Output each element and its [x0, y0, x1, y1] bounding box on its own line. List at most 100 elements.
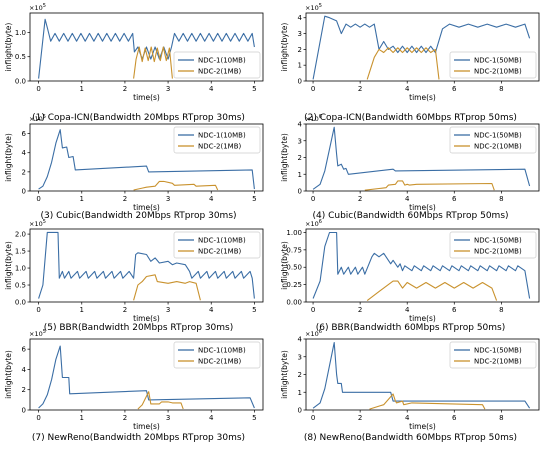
axis-exponent: ×105 [29, 329, 46, 338]
legend-label: NDC-2(1MB) [198, 68, 242, 76]
y-tick-label: 2 [22, 386, 26, 394]
x-tick-label: 4 [209, 414, 214, 422]
exponent-power: 5 [319, 3, 322, 9]
y-tick-label: 0.50 [286, 264, 302, 272]
x-tick-label: 2 [123, 414, 127, 422]
axis-exponent: ×105 [29, 114, 46, 123]
legend: NDC-1(50MB) NDC-2(10MB) [449, 341, 537, 369]
chart-panel-8: 0 2 4 6 801234time(s)inflight(byte)×106NDC-1… [280, 329, 540, 443]
x-tick-label: 3 [166, 195, 170, 203]
x-tick-label: 1 [80, 85, 84, 93]
x-tick-label: 0 [311, 306, 315, 314]
x-tick-label: 6 [452, 195, 457, 203]
axis-exponent: ×106 [305, 329, 322, 338]
legend-box [449, 126, 537, 154]
legend-label: NDC-1(50MB) [474, 132, 522, 140]
chart-panel-4: 0 2 4 6 801234time(s)inflight(byte)×106NDC-1… [280, 114, 540, 221]
x-axis-label: time(s) [133, 93, 160, 102]
legend-box [173, 51, 261, 79]
series-group [38, 129, 255, 191]
x-tick-label: 0 [36, 85, 40, 93]
legend-box [449, 51, 537, 79]
series-line-ndc1 [38, 129, 255, 190]
chart-panel-2: 0 2 4 6 801234time(s)inflight(byte)×105NDC-1… [280, 3, 540, 123]
legend: NDC-1(10MB) NDC-2(1MB) [173, 51, 261, 79]
axes-frame [29, 12, 264, 82]
legend-box [173, 341, 261, 369]
x-axis-label: time(s) [409, 422, 436, 431]
x-tick-label: 4 [405, 414, 410, 422]
x-axis-label: time(s) [409, 203, 436, 212]
exponent-base: ×10 [305, 220, 319, 228]
y-tick-label: 2.0 [15, 231, 26, 239]
exponent-power: 5 [43, 329, 46, 335]
y-axis-label: inflight(byte) [280, 133, 289, 182]
series-line-ndc1 [38, 231, 255, 299]
panel-caption: (4) Cubic(Bandwidth 60Mbps RTprop 50ms) [312, 211, 508, 221]
x-tick-label: 2 [123, 306, 127, 314]
y-tick-label: 0 [298, 78, 302, 86]
exponent-power: 6 [319, 329, 322, 335]
x-tick-label: 0 [311, 85, 315, 93]
exponent-base: ×10 [29, 220, 43, 228]
legend: NDC-1(10MB) NDC-2(1MB) [173, 126, 261, 154]
legend-label: NDC-1(10MB) [198, 132, 246, 140]
x-tick-label: 2 [358, 306, 362, 314]
series-group [312, 342, 531, 410]
x-tick-label: 4 [209, 195, 214, 203]
x-tick-label: 5 [252, 195, 256, 203]
legend-box [449, 231, 537, 259]
series-group [312, 126, 531, 191]
axes-frame [29, 338, 264, 411]
legend: NDC-1(50MB) NDC-2(10MB) [449, 126, 537, 154]
legend-box [173, 231, 261, 259]
x-tick-label: 2 [358, 85, 362, 93]
y-tick-label: 0 [298, 188, 302, 196]
x-tick-label: 0 [36, 414, 40, 422]
x-tick-label: 2 [123, 195, 127, 203]
legend: NDC-1(10MB) NDC-2(1MB) [173, 231, 261, 259]
series-line-ndc2 [366, 280, 498, 302]
series-line-ndc1 [312, 342, 531, 409]
y-axis-label: inflight(byte) [4, 350, 13, 399]
exponent-power: 6 [319, 114, 322, 120]
x-tick-label: 8 [499, 414, 503, 422]
series-group [312, 15, 531, 80]
panel-caption: (7) NewReno(Bandwidth 20Mbps RTprop 30ms… [32, 433, 245, 443]
legend-label: NDC-1(10MB) [198, 237, 246, 245]
series-line-ndc1 [312, 126, 531, 190]
chart-panel-5: 0 1 2 3 4 5 0.0 0.5 1.0 1.5 2.0 time(s) inflight(byt… [4, 219, 264, 333]
panel-caption: (6) BBR(Bandwidth 60Mbps RTprop 50ms) [316, 323, 506, 333]
y-tick-label: 2 [298, 371, 302, 379]
y-tick-label: 0 [298, 407, 302, 415]
panel-caption: (5) BBR(Bandwidth 20Mbps RTprop 30ms) [44, 323, 234, 333]
y-axis-label: inflight(byte) [280, 23, 289, 72]
x-axis-label: time(s) [133, 203, 160, 212]
x-tick-label: 0 [311, 414, 315, 422]
chart-panel-6: 0 2 4 6 8 0.00 0.25 0.50 0.75 1.00 time(s) inflight… [280, 219, 540, 333]
legend-label: NDC-2(1MB) [198, 143, 242, 151]
x-tick-label: 8 [499, 195, 503, 203]
y-tick-label: 0.0 [15, 299, 26, 307]
y-tick-label: 0.5 [15, 53, 26, 61]
x-tick-label: 6 [452, 414, 457, 422]
y-axis-label: inflight(byte) [4, 23, 13, 72]
y-axis-label: inflight(byte) [4, 241, 13, 290]
axes-frame [305, 228, 540, 303]
y-tick-label: 0.75 [286, 246, 302, 254]
panel-caption: (2) Copa-ICN(Bandwidth 60Mbps RTprop 50m… [304, 113, 517, 123]
x-axis-label: time(s) [409, 314, 436, 323]
legend-label: NDC-1(50MB) [474, 347, 522, 355]
y-tick-label: 4 [22, 149, 27, 157]
x-tick-label: 1 [80, 306, 84, 314]
series-line-ndc2 [364, 180, 495, 191]
series-line-ndc1 [38, 345, 255, 409]
x-axis-label: time(s) [133, 314, 160, 323]
y-tick-label: 4 [298, 14, 303, 22]
legend-label: NDC-2(1MB) [198, 358, 242, 366]
y-tick-label: 0.0 [15, 78, 26, 86]
series-line-ndc2 [366, 47, 440, 80]
y-tick-label: 0 [22, 188, 26, 196]
x-tick-label: 3 [166, 414, 170, 422]
x-tick-label: 6 [452, 85, 457, 93]
